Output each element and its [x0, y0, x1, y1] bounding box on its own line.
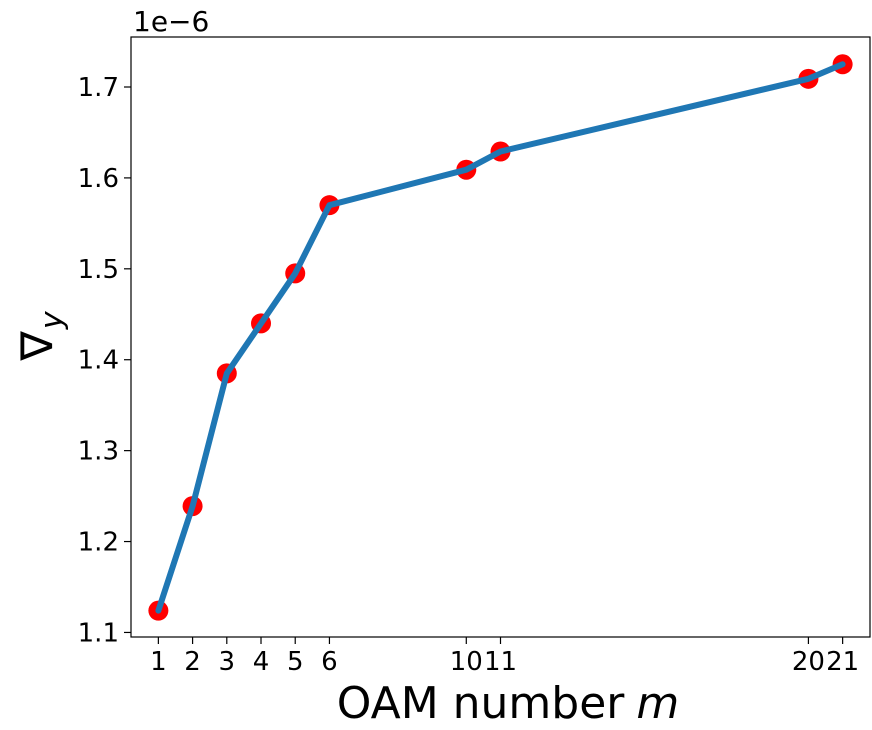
x-tick-label: 3: [219, 647, 236, 677]
y-tick-label: 1.1: [78, 618, 119, 648]
series-line: [155, 61, 846, 614]
y-tick-label: 1.5: [78, 255, 119, 285]
y-tick-label: 1.6: [78, 164, 119, 194]
y-axis-label-symbol: ∇: [12, 331, 63, 362]
x-axis-label-var: m: [636, 678, 679, 729]
series-line-group: [155, 61, 846, 614]
x-tick-label: 1: [150, 647, 167, 677]
y-tick-label: 1.2: [78, 528, 119, 558]
plot-area-border: [130, 36, 871, 638]
x-axis-label: OAM number m: [337, 678, 680, 729]
x-tick-label: 6: [321, 647, 338, 677]
y-tick-label: 1.7: [78, 73, 119, 103]
y-axis: 1.1 1.2 1.3 1.4 1.5 1.6 1.7: [78, 73, 131, 648]
plot-frame: [130, 36, 871, 638]
x-tick-label: 4: [253, 647, 270, 677]
y-tick-label: 1.3: [78, 437, 119, 467]
x-tick-label: 5: [287, 647, 304, 677]
y-axis-label-sub: y: [35, 310, 70, 330]
svg-text:∇y: ∇y: [12, 310, 70, 361]
y-offset-label: 1e−6: [133, 5, 209, 38]
x-tick-label: 20: [792, 647, 825, 677]
x-axis-label-text: OAM number: [337, 678, 626, 729]
y-tick-label: 1.4: [78, 346, 119, 376]
x-tick-label: 10: [450, 647, 483, 677]
x-tick-label: 2: [184, 647, 201, 677]
x-tick-label: 11: [484, 647, 517, 677]
x-axis: 1 2 3 4 5 6 10 11 20 21: [150, 637, 859, 677]
y-axis-label: ∇y: [12, 310, 70, 361]
x-tick-label: 21: [826, 647, 859, 677]
